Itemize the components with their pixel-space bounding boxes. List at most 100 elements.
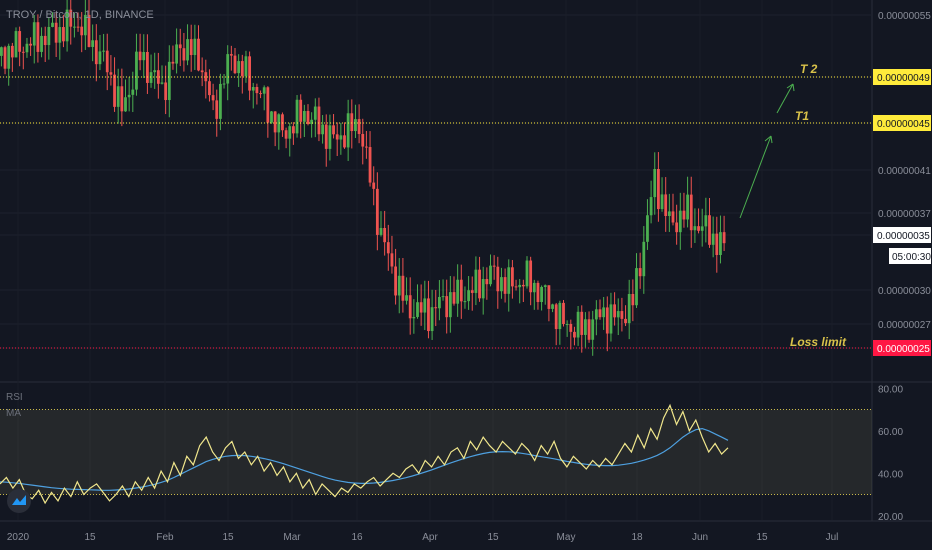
candle-body xyxy=(87,14,91,47)
candle-body xyxy=(445,296,449,318)
candle-body xyxy=(58,27,62,43)
candle-body xyxy=(459,279,463,302)
projection-arrow-1 xyxy=(739,135,772,219)
candle-body xyxy=(511,267,514,287)
candle-body xyxy=(237,61,241,74)
candle-body xyxy=(146,52,149,83)
candle-body xyxy=(306,111,310,125)
last-price-label: 0.00000035 xyxy=(877,231,930,242)
candle-body xyxy=(507,267,511,294)
candle-body xyxy=(266,87,270,123)
candle-body xyxy=(43,35,47,46)
candle-body xyxy=(222,83,226,85)
candle-body xyxy=(135,51,138,90)
candle-body xyxy=(529,260,533,293)
candle-body xyxy=(551,304,554,309)
candle-body xyxy=(554,304,558,330)
candle-body xyxy=(14,31,18,58)
candle-body xyxy=(573,331,576,338)
candle-body xyxy=(660,194,664,210)
candle-body xyxy=(715,233,719,255)
candle-body xyxy=(693,226,697,231)
candle-body xyxy=(153,70,157,73)
candle-body xyxy=(189,39,193,56)
candle-body xyxy=(40,35,43,52)
candle-body xyxy=(102,50,105,52)
candle-body xyxy=(481,279,485,299)
candle-body xyxy=(346,113,350,148)
candle-body xyxy=(653,168,657,198)
candle-body xyxy=(18,31,22,52)
candle-body xyxy=(219,83,222,119)
candle-body xyxy=(448,292,452,318)
candle-body xyxy=(635,268,638,306)
candle-body xyxy=(408,295,412,319)
candle-body xyxy=(36,22,40,52)
tradingview-logo-icon xyxy=(12,495,26,505)
target-price-badge xyxy=(873,115,931,131)
candle-body xyxy=(7,45,11,69)
candle-body xyxy=(697,226,700,231)
candle-body xyxy=(576,311,580,338)
candle-body xyxy=(324,124,328,149)
candle-body xyxy=(602,307,606,318)
candle-body xyxy=(500,277,503,292)
candle-body xyxy=(273,111,277,133)
candle-body xyxy=(332,125,335,135)
candle-body xyxy=(649,197,653,216)
candle-body xyxy=(262,87,266,94)
candle-body xyxy=(569,323,573,332)
candle-body xyxy=(113,74,116,107)
price-tick-label: 0.00000041 xyxy=(878,166,931,177)
countdown-label: 05:00:30 xyxy=(892,252,931,263)
rsi-tick-label: 60.00 xyxy=(878,427,903,438)
candle-body xyxy=(719,232,722,255)
candle-body xyxy=(580,311,584,335)
candle-body xyxy=(434,307,438,309)
candle-body xyxy=(678,210,682,233)
candle-body xyxy=(292,126,295,134)
candle-body xyxy=(149,72,153,83)
candle-body xyxy=(361,133,365,147)
candle-body xyxy=(328,125,332,149)
time-tick-label: 15 xyxy=(84,532,96,543)
candle-body xyxy=(405,295,408,301)
candle-body xyxy=(368,147,372,183)
candle-body xyxy=(138,51,142,61)
tradingview-logo-button[interactable] xyxy=(7,489,31,513)
candle-body xyxy=(167,61,171,101)
candle-body xyxy=(562,302,565,325)
candle-body xyxy=(474,269,478,293)
candle-body xyxy=(335,134,339,140)
candle-body xyxy=(29,43,32,46)
candle-body xyxy=(700,226,704,231)
projection-arrowhead-1 xyxy=(764,135,773,144)
candle-body xyxy=(419,302,423,313)
candle-body xyxy=(98,51,102,65)
candle-body xyxy=(664,194,668,216)
candle-body xyxy=(10,45,14,58)
candle-body xyxy=(83,14,87,36)
candle-body xyxy=(711,233,715,245)
candle-body xyxy=(200,70,204,73)
candle-body xyxy=(375,188,379,235)
candle-body xyxy=(558,302,562,330)
target-1-label: T1 xyxy=(795,109,809,123)
loss-price-badge xyxy=(873,340,931,356)
candle-body xyxy=(21,51,25,53)
candle-body xyxy=(492,265,496,267)
candle-body xyxy=(251,87,255,91)
candle-body xyxy=(412,316,416,319)
time-tick-label: May xyxy=(557,532,576,543)
candle-body xyxy=(215,100,219,119)
loss-price-label: 0.00000025 xyxy=(877,344,930,355)
candle-body xyxy=(627,293,631,324)
candle-body xyxy=(518,284,522,288)
candle-body xyxy=(302,111,306,122)
candle-body xyxy=(193,38,197,56)
price-tick-label: 0.00000037 xyxy=(878,209,931,220)
candle-body xyxy=(390,253,394,267)
candle-body xyxy=(171,61,175,64)
ma-label: MA xyxy=(6,408,21,419)
